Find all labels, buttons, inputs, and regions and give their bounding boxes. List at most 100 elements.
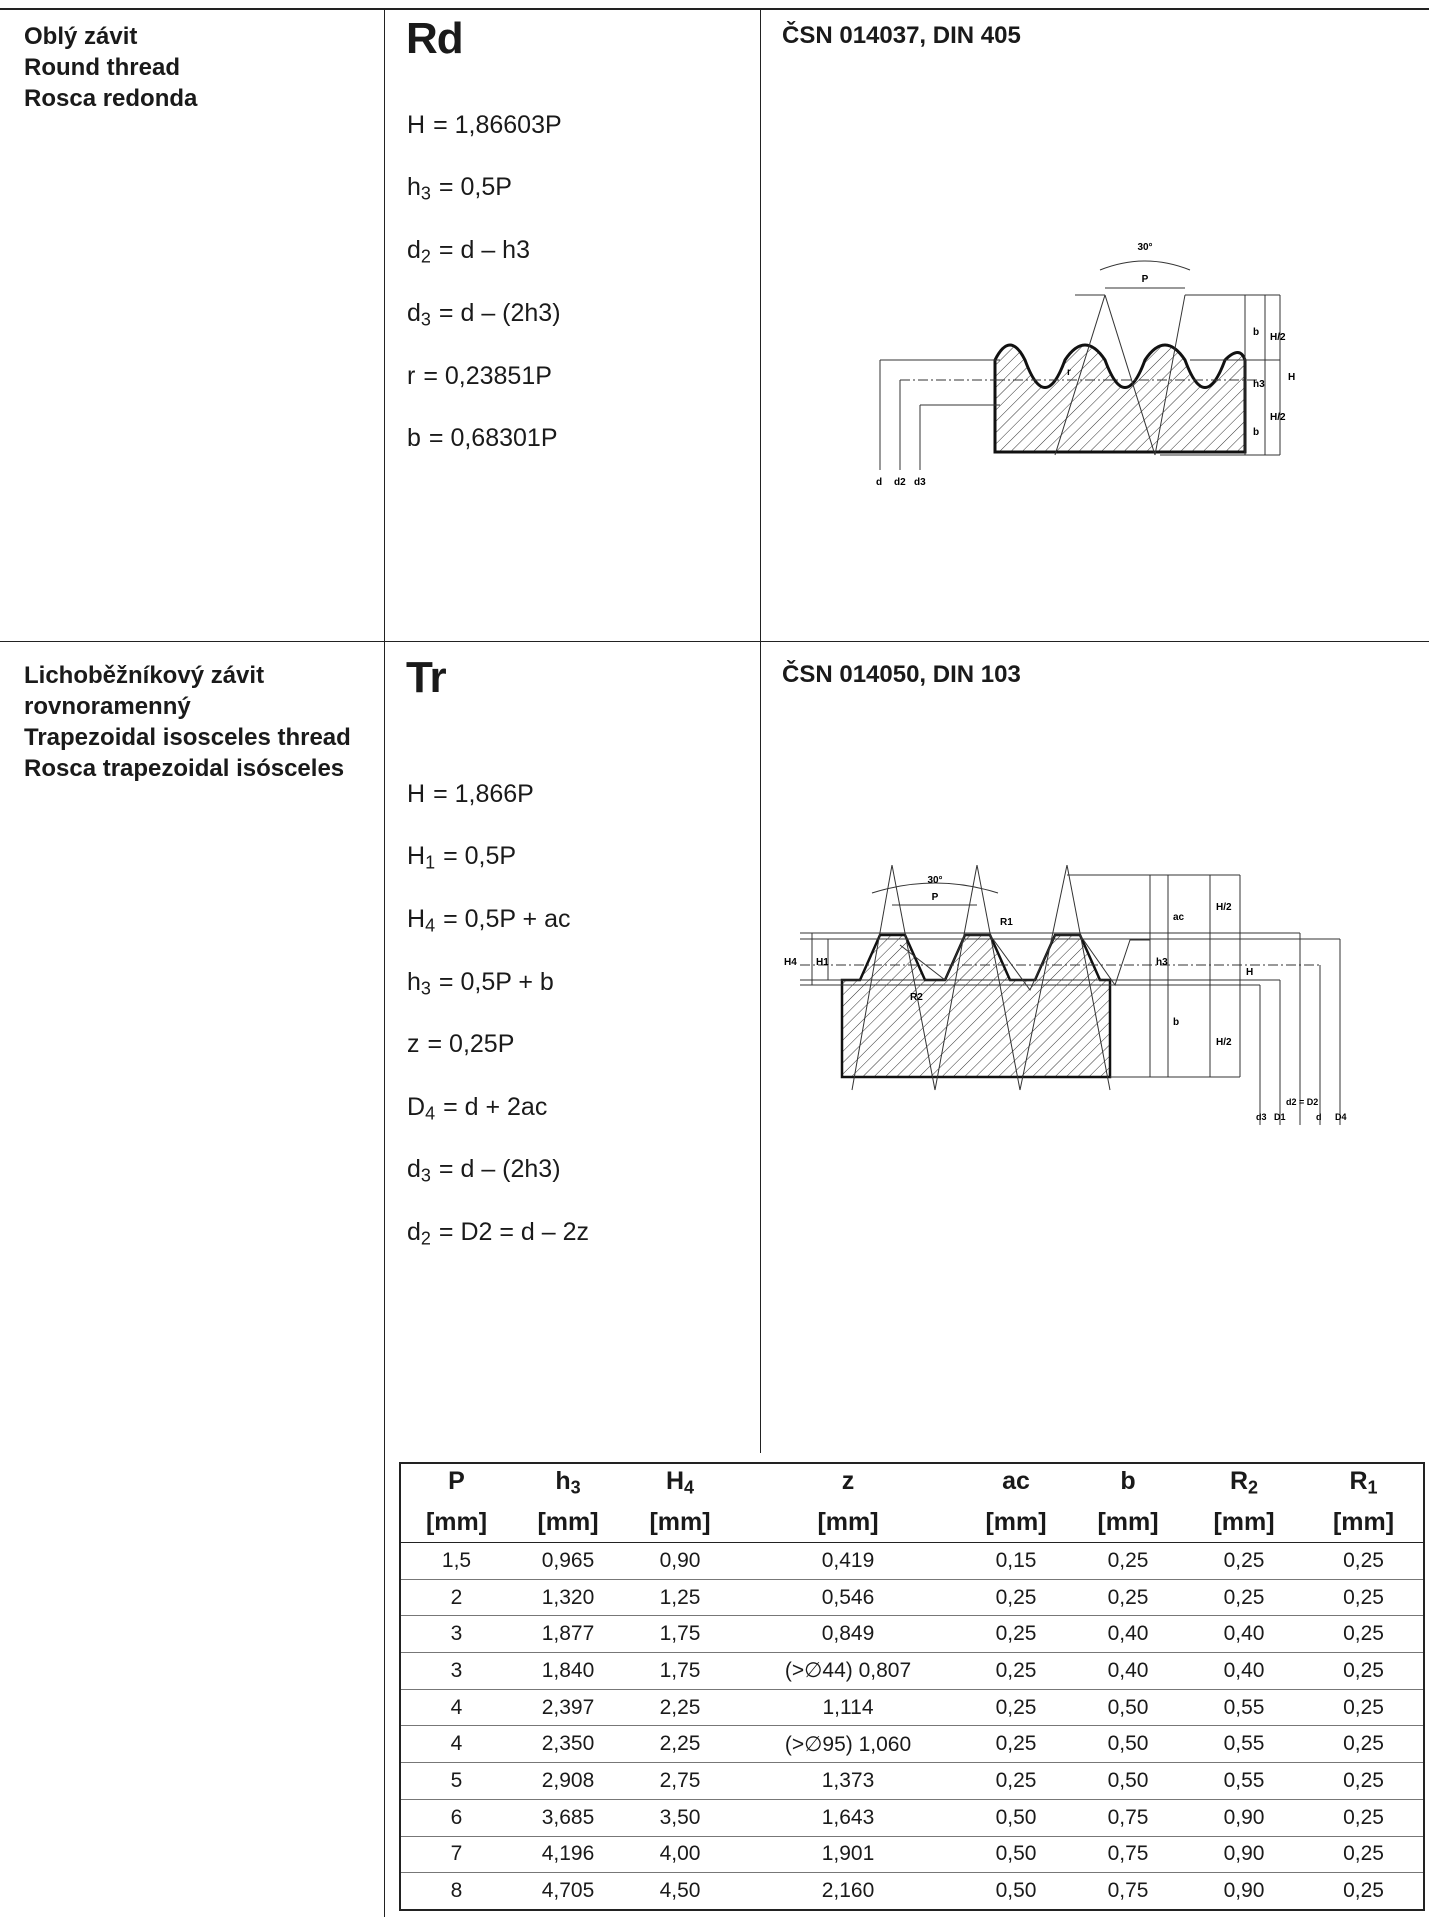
- column-symbol: b: [1120, 1467, 1136, 1496]
- ac-label: ac: [1173, 912, 1185, 923]
- round-thread-names: Oblý závit Round thread Rosca redonda: [24, 21, 197, 114]
- pitch-label-tr: P: [932, 892, 939, 903]
- table-cell: 0,75: [1072, 1836, 1184, 1874]
- table-row: 8 4,705 4,50 2,160 0,50 0,75 0,90 0,25: [400, 1873, 1424, 1910]
- formula-subscript: 4: [425, 1103, 436, 1124]
- column-unit: [mm]: [1072, 1502, 1184, 1543]
- table-cell: 0,25: [1304, 1579, 1424, 1617]
- table-cell: 1,25: [624, 1579, 736, 1617]
- column-header: H4: [624, 1463, 736, 1502]
- table-cell: 4: [400, 1689, 512, 1727]
- name-es: Rosca trapezoidal isósceles: [24, 755, 345, 782]
- formula-expression: = d – h3: [438, 236, 530, 264]
- table-cell: 0,40: [1184, 1615, 1304, 1654]
- table-cell: 1,840: [512, 1652, 624, 1690]
- name-es: Rosca redonda: [24, 85, 198, 112]
- table-body: 1,5 0,965 0,90 0,419 0,15 0,25 0,25 0,25 2 1,320 1…: [400, 1542, 1424, 1911]
- table-cell: 3,685: [512, 1799, 624, 1837]
- table-cell: 0,50: [1072, 1689, 1184, 1727]
- table-cell: 0,25: [1304, 1725, 1424, 1764]
- formula-row: H = 1,866P: [407, 780, 534, 812]
- section-divider: [0, 641, 1429, 642]
- column-header: R2: [1184, 1463, 1304, 1502]
- table-row: 4 2,397 2,25 1,114 0,25 0,50 0,55 0,25: [400, 1689, 1424, 1727]
- table-cell: 0,75: [1107, 1879, 1149, 1903]
- table-cell: 0,25: [1072, 1542, 1184, 1580]
- column-symbol: R: [1349, 1467, 1368, 1496]
- column-unit: [mm]: [512, 1502, 624, 1543]
- formula-expression: = d – (2h3): [438, 1155, 561, 1183]
- formula-expression: = 0,5P: [438, 173, 512, 201]
- r-label: r: [1067, 367, 1071, 378]
- formula-row: r = 0,23851P: [407, 362, 552, 394]
- formula-expression: = 0,68301P: [428, 424, 558, 452]
- table-cell: 1,373: [736, 1762, 960, 1800]
- d3-label: d3: [914, 477, 926, 488]
- table-cell: 3: [400, 1615, 512, 1654]
- formula-symbol: H: [407, 780, 426, 808]
- table-row: 6 3,685 3,50 1,643 0,50 0,75 0,90 0,25: [400, 1799, 1424, 1837]
- formula-expression: = 0,25P: [427, 1030, 515, 1058]
- column-subscript: 3: [570, 1477, 581, 1498]
- d-label-tr: d: [1316, 1112, 1322, 1122]
- table-cell: 0,50: [960, 1836, 1072, 1874]
- table-cell: 0,40: [1072, 1615, 1184, 1654]
- table-cell: 0,90: [1184, 1799, 1304, 1837]
- formula-row: d2 = D2 = d – 2z: [407, 1218, 589, 1250]
- d2D2-label: d2 = D2: [1286, 1097, 1318, 1107]
- column-symbol: z: [841, 1467, 855, 1496]
- table-cell: 0,50: [1072, 1762, 1184, 1800]
- d2-label: d2: [894, 477, 906, 488]
- formula-expression: = 0,5P: [443, 842, 517, 870]
- column-subscript: 1: [1367, 1477, 1378, 1498]
- table-cell: 0,25: [960, 1579, 1072, 1617]
- column-divider-2: [760, 8, 761, 1453]
- table-cell: 0,25: [1304, 1689, 1424, 1727]
- formula-symbol: D: [407, 1093, 426, 1121]
- table-cell: 0,25: [960, 1615, 1072, 1654]
- table-cell: 2,25: [624, 1725, 736, 1764]
- column-header: h3: [512, 1463, 624, 1502]
- formula-row: H4 = 0,5P + ac: [407, 905, 571, 937]
- table-cell: 0,75: [1072, 1799, 1184, 1837]
- formula-expression: = 0,23851P: [423, 362, 552, 390]
- table-cell: 0,25: [1304, 1652, 1424, 1690]
- formula-row: d2 = d – h3: [407, 236, 530, 268]
- d3-label-tr: d3: [1256, 1112, 1267, 1122]
- table-cell: 3: [400, 1652, 512, 1690]
- table-cell: 0,25: [1072, 1579, 1184, 1617]
- standard-rd: ČSN 014037, DIN 405: [782, 22, 1021, 49]
- standard-tr: ČSN 014050, DIN 103: [782, 661, 1021, 688]
- table-cell: 1,114: [736, 1689, 960, 1727]
- h3-label: h3: [1253, 379, 1265, 390]
- formula-expression: = D2 = d – 2z: [438, 1218, 590, 1246]
- formula-expression: = 1,86603P: [433, 111, 562, 139]
- H-label-tr: H: [1246, 967, 1253, 978]
- formula-row: H = 1,86603P: [407, 111, 562, 143]
- trapezoidal-thread-profile: [840, 933, 1112, 1079]
- formula-subscript: 3: [420, 1165, 431, 1186]
- formula-row: D4 = d + 2ac: [407, 1093, 547, 1125]
- table-cell: 2,908: [512, 1762, 624, 1800]
- h2-label-bottom-tr: H/2: [1216, 1037, 1232, 1048]
- table-row: 3 1,877 1,75 0,849 0,25 0,40 0,40 0,25: [400, 1615, 1424, 1654]
- column-divider-1: [384, 8, 385, 1917]
- table-cell: (>∅95) 1,060: [736, 1725, 960, 1764]
- table-header-units: [mm] [mm] [mm] [mm] [mm] [mm] [mm] [mm]: [400, 1502, 1424, 1543]
- table-cell: 0,25: [1343, 1879, 1384, 1903]
- table-row: 1,5 0,965 0,90 0,419 0,15 0,25 0,25 0,25: [400, 1542, 1424, 1580]
- column-unit: [mm]: [736, 1502, 960, 1543]
- table-cell: 0,25: [1304, 1542, 1424, 1580]
- table-cell: 0,90: [1184, 1836, 1304, 1874]
- formula-row: b = 0,68301P: [407, 424, 558, 456]
- formula-symbol: b: [407, 424, 421, 452]
- table-cell: (>∅44) 0,807: [736, 1652, 960, 1690]
- table-cell: 0,25: [1304, 1799, 1424, 1837]
- h2-label-top: H/2: [1270, 332, 1286, 343]
- table-cell: 0,25: [960, 1762, 1072, 1800]
- formula-symbol: d: [407, 299, 421, 327]
- column-symbol: h: [555, 1467, 571, 1496]
- R1-label: R1: [1000, 917, 1013, 928]
- b-label-top: b: [1253, 327, 1259, 338]
